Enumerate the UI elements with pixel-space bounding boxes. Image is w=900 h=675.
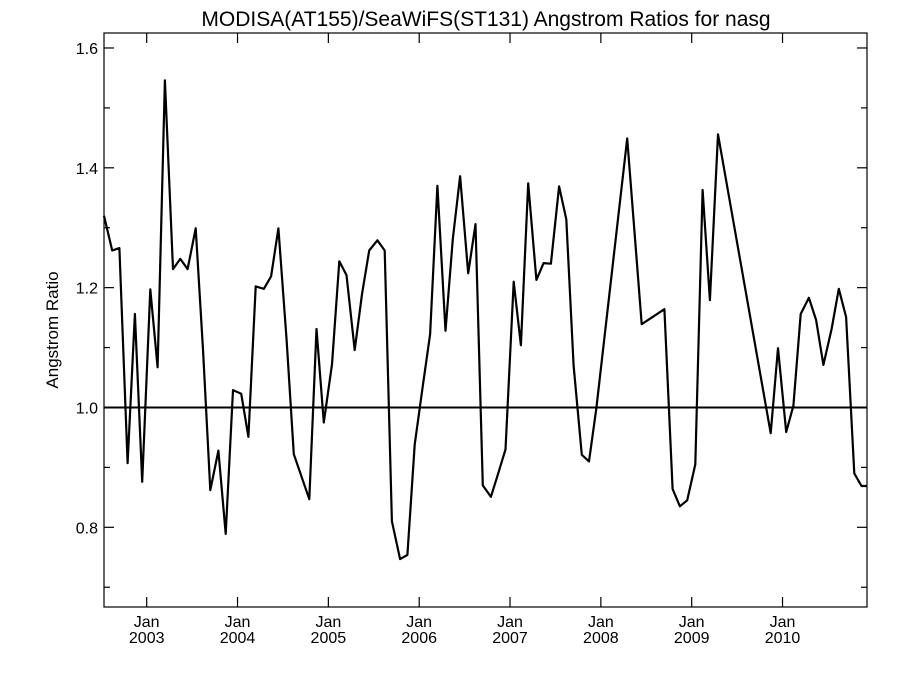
x-tick-year-label: 2004 — [220, 630, 256, 647]
y-ticks: 0.8 1.0 1.2 1.4 1.6 — [76, 41, 867, 588]
series-line — [102, 79, 867, 561]
x-tick-year-label: 2006 — [401, 630, 437, 647]
x-tick-year-label: 2007 — [492, 630, 528, 647]
x-ticks: Jan2003Jan2004Jan2005Jan2006Jan2007Jan20… — [129, 33, 801, 647]
x-tick-year-label: 2009 — [674, 630, 710, 647]
y-tick-label: 1.2 — [76, 281, 98, 298]
y-tick-label: 0.8 — [76, 520, 98, 537]
y-tick-label: 1.0 — [76, 400, 98, 417]
x-tick-month-label: Jan — [679, 614, 705, 631]
x-tick-month-label: Jan — [225, 614, 251, 631]
y-tick-label: 1.4 — [76, 161, 98, 178]
x-tick-month-label: Jan — [770, 614, 796, 631]
x-tick-month-label: Jan — [134, 614, 160, 631]
x-tick-year-label: 2005 — [311, 630, 347, 647]
plot-frame — [103, 32, 868, 608]
x-tick-month-label: Jan — [588, 614, 614, 631]
y-tick-label: 1.6 — [76, 41, 98, 58]
chart-title: MODISA(AT155)/SeaWiFS(ST131) Angstrom Ra… — [201, 8, 770, 31]
x-tick-month-label: Jan — [315, 614, 341, 631]
x-tick-month-label: Jan — [406, 614, 432, 631]
y-axis-label: Angstrom Ratio — [43, 271, 62, 388]
x-tick-year-label: 2008 — [583, 630, 619, 647]
x-tick-year-label: 2003 — [129, 630, 165, 647]
x-tick-year-label: 2010 — [765, 630, 801, 647]
x-tick-month-label: Jan — [497, 614, 523, 631]
